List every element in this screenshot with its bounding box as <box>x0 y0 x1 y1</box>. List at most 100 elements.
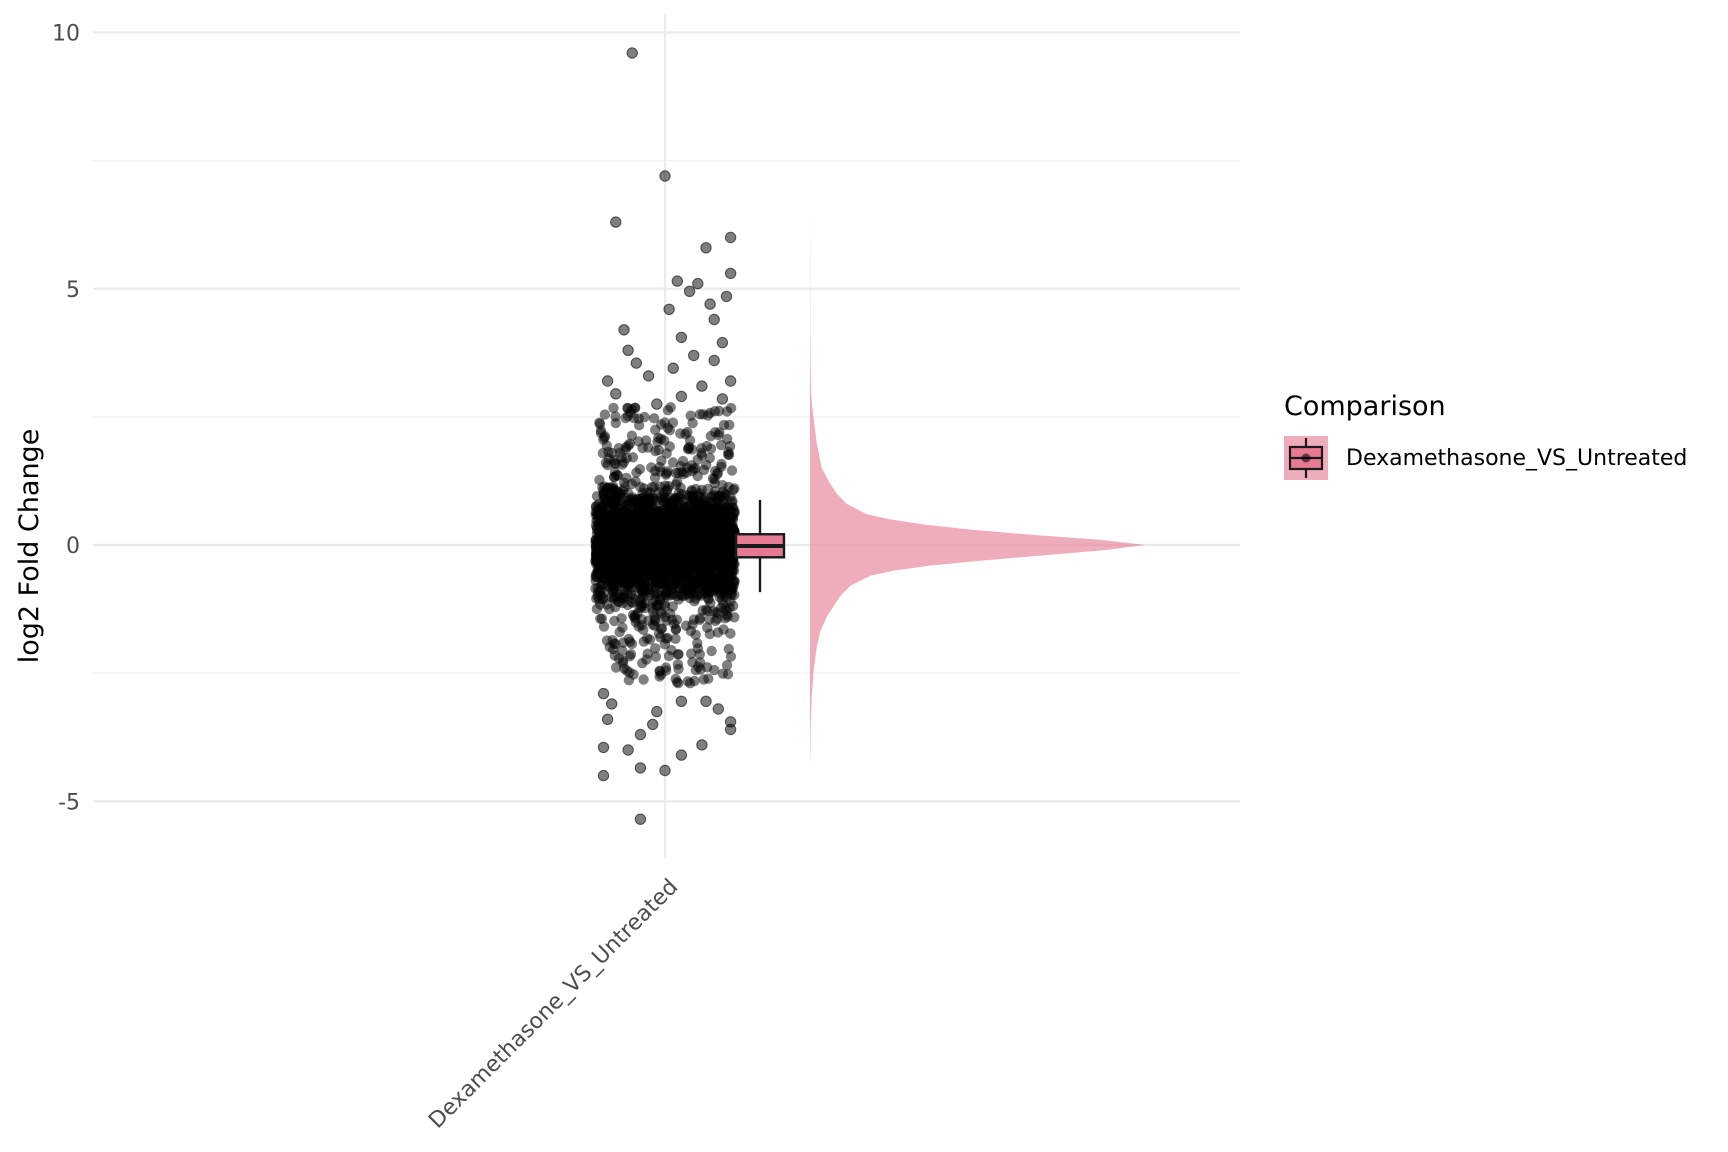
jitter-point <box>726 465 738 476</box>
jitter-point <box>670 624 682 635</box>
jitter-point <box>647 543 658 554</box>
jitter-point <box>648 413 660 424</box>
jitter-point <box>666 644 677 656</box>
jitter-point <box>682 541 694 552</box>
jitter-point <box>634 762 647 774</box>
jitter-point <box>603 527 614 538</box>
jitter-point <box>620 539 632 550</box>
jitter-point <box>607 586 618 597</box>
jitter-point <box>610 216 622 228</box>
jitter-point <box>675 695 688 707</box>
jitter-point <box>673 531 684 543</box>
y-axis-tick-labels: -5 0 5 10 <box>52 22 80 816</box>
jitter-point <box>716 458 727 470</box>
jitter-point <box>630 357 642 369</box>
jitter-point <box>619 501 630 513</box>
y-tick-label: 10 <box>52 22 80 47</box>
jitter-point <box>712 547 723 558</box>
jitter-point <box>671 676 683 688</box>
jitter-point <box>591 603 603 615</box>
jitter-point <box>610 411 621 422</box>
jitter-point <box>616 613 627 624</box>
jitter-point <box>622 744 634 756</box>
jitter-point <box>705 430 716 442</box>
jitter-point <box>697 409 709 420</box>
jitter-point <box>630 476 641 487</box>
jitter-point <box>709 477 720 489</box>
jitter-point <box>650 515 661 527</box>
jitter-point <box>597 769 610 782</box>
jitter-point <box>610 485 621 497</box>
jitter-point <box>613 653 625 664</box>
jitter-point <box>651 705 663 718</box>
jitter-point <box>700 242 712 254</box>
y-tick-label: 5 <box>66 278 80 303</box>
boxplot <box>734 499 786 593</box>
jitter-point <box>620 444 631 455</box>
jitter-point <box>698 500 709 511</box>
jitter-point <box>603 453 614 464</box>
jitter-point <box>722 611 733 622</box>
legend-title: Comparison <box>1284 391 1446 422</box>
jitter-point <box>654 671 665 682</box>
jitter-point <box>633 413 644 424</box>
jitter-point <box>640 435 652 446</box>
jitter-point <box>597 579 608 590</box>
jitter-point <box>610 388 622 400</box>
jitter-point <box>601 440 612 451</box>
density-layer <box>810 186 1145 771</box>
jitter-point <box>705 443 717 454</box>
jitter-point <box>667 457 679 468</box>
jitter-point <box>638 530 649 542</box>
jitter-point <box>683 285 696 297</box>
jitter-point <box>630 613 641 624</box>
jitter-point <box>721 660 733 671</box>
jitter-point <box>663 303 675 315</box>
jitter-point <box>718 585 729 596</box>
jitter-point <box>651 398 663 410</box>
jitter-point <box>637 658 648 669</box>
jitter-point <box>720 489 731 500</box>
legend-key <box>1284 436 1328 480</box>
jitter-point <box>673 594 684 605</box>
jitter-point <box>710 465 721 477</box>
jitter-point <box>704 571 715 583</box>
jitter-point <box>591 568 602 579</box>
jitter-point <box>724 231 737 244</box>
jitter-point <box>690 525 701 536</box>
jitter-point <box>680 620 692 631</box>
jitter-point <box>689 495 700 507</box>
jitter-point <box>644 587 655 599</box>
jitter-point <box>608 402 619 414</box>
jitter-point <box>647 718 659 731</box>
jitter-point <box>716 393 729 405</box>
jitter-point <box>716 439 727 451</box>
jitter-point <box>712 703 724 715</box>
jitter-point <box>727 600 739 612</box>
jitter-point <box>598 621 610 632</box>
jitter-point <box>704 298 716 310</box>
jitter-point <box>695 563 706 575</box>
jitter-point <box>692 638 703 649</box>
jitter-point <box>662 405 674 416</box>
jitter-point <box>650 651 662 662</box>
jitter-point <box>720 603 731 614</box>
jitter-point <box>656 419 667 430</box>
jitter-point <box>708 354 720 367</box>
legend: Comparison Dexamethasone_VS_Untreated <box>1284 391 1687 480</box>
jitter-point <box>726 497 737 508</box>
jitter-point <box>642 370 655 382</box>
jitter-point <box>698 674 709 685</box>
jitter-point <box>596 541 608 552</box>
jitter-point <box>631 467 642 478</box>
jitter-point <box>675 331 688 344</box>
jitter-point <box>712 613 723 624</box>
jitter-point <box>682 561 693 572</box>
jitter-point <box>701 604 712 615</box>
jitter-point <box>596 500 607 512</box>
jitter-point <box>718 569 729 580</box>
jitter-point <box>650 643 661 654</box>
jitter-point <box>650 561 661 573</box>
jitter-point <box>724 441 736 452</box>
